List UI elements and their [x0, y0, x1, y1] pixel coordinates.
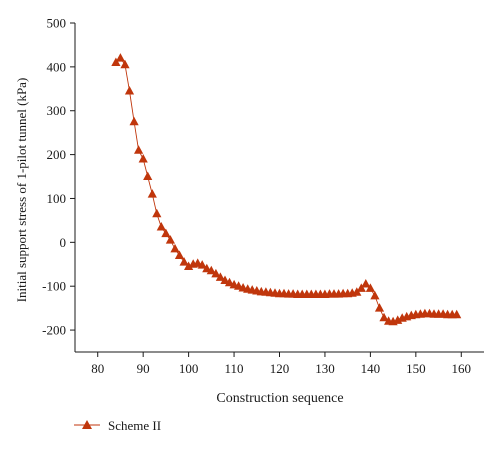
data-point [165, 235, 175, 244]
data-point [134, 145, 144, 154]
legend-label: Scheme II [108, 418, 161, 433]
y-tick-label: -100 [42, 279, 66, 294]
x-tick-label: 140 [361, 361, 381, 376]
data-point [224, 277, 235, 287]
data-point [124, 86, 135, 95]
x-tick-label: 160 [452, 361, 472, 376]
x-axis-label: Construction sequence [216, 391, 343, 406]
data-point [174, 250, 185, 259]
tick-marks: 80 90 100 110 120 130 140 150 160 -200 -100 0 100 200… [42, 16, 471, 377]
data-point [111, 57, 121, 66]
data-point [184, 261, 194, 270]
data-point [115, 53, 125, 62]
data-point [179, 257, 189, 266]
data-point [356, 283, 366, 292]
y-tick-label: 300 [47, 103, 67, 118]
data-point [156, 222, 166, 231]
x-tick-label: 90 [137, 361, 150, 376]
data-point [370, 290, 380, 300]
data-point [143, 171, 153, 180]
legend-marker [82, 420, 92, 429]
x-tick-label: 130 [315, 361, 335, 376]
y-tick-label: 100 [47, 191, 67, 206]
y-tick-label: 0 [60, 235, 67, 250]
data-point [365, 283, 375, 292]
x-tick-label: 80 [91, 361, 104, 376]
y-tick-label: 200 [47, 147, 67, 162]
data-point [379, 312, 389, 322]
data-point [374, 303, 385, 312]
data-point [161, 228, 171, 238]
y-tick-label: 500 [47, 16, 67, 31]
y-tick-label: -200 [42, 323, 66, 338]
data-point [147, 189, 157, 198]
data-point [120, 59, 130, 69]
x-tick-label: 100 [179, 361, 199, 376]
data-point [393, 315, 403, 324]
data-point [215, 272, 225, 281]
series-layer [111, 53, 462, 326]
data-point [152, 208, 162, 218]
data-point [211, 268, 221, 278]
y-tick-label: 400 [47, 59, 67, 74]
x-tick-label: 120 [270, 361, 290, 376]
x-tick-label: 110 [225, 361, 244, 376]
y-axis-label: Initial support stress of 1-pilot tunnel… [14, 78, 29, 303]
data-point [197, 260, 207, 269]
series-line [115, 57, 457, 323]
data-point [206, 265, 216, 275]
x-tick-label: 150 [406, 361, 426, 376]
legend: Scheme II [74, 418, 161, 433]
data-point [352, 287, 362, 296]
data-point [361, 279, 371, 288]
data-point [452, 309, 462, 319]
data-point [129, 116, 139, 126]
data-point [138, 154, 148, 163]
axes [74, 23, 484, 353]
data-point [170, 243, 180, 253]
